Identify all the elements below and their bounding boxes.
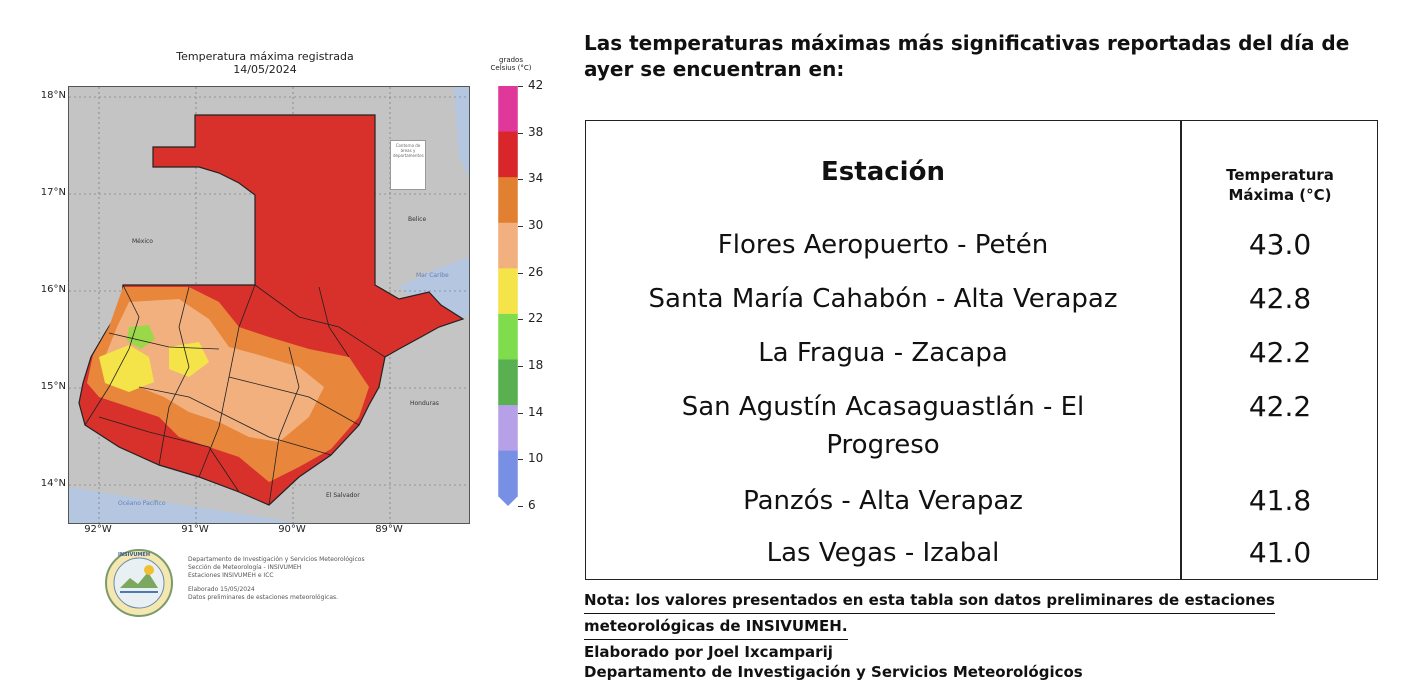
country-label-el-salvador: El Salvador (326, 492, 360, 499)
credits-line5: Datos preliminares de estaciones meteoro… (188, 594, 339, 601)
colorbar-tick-label: 42 (528, 78, 544, 92)
colorbar-tick-label: 34 (528, 171, 544, 186)
note-line1: Nota: los valores presentados en esta ta… (584, 588, 1275, 614)
lat-label-16: 16°N (40, 284, 66, 295)
emblem-text: INSIVUMEH (118, 552, 151, 558)
colorbar-extend-arrow (498, 496, 518, 506)
lat-label-17: 17°N (40, 187, 66, 198)
colorbar-title: grados Celsius (°C) (486, 56, 536, 72)
map-legend-note: Contorno de áreas y departamentos (390, 140, 426, 190)
temperature-map-panel: Temperatura máxima registrada 14/05/2024 (0, 0, 560, 688)
highlands-light-orange (105, 299, 324, 442)
station-name: Flores Aeropuerto - Petén (717, 230, 1049, 260)
headline: Las temperaturas máximas más significati… (584, 31, 1350, 81)
colorbar-tick-label: 26 (528, 264, 544, 279)
station-temperature: 42.2 (1248, 336, 1312, 369)
note-line2: meteorológicas de INSIVUMEH. (584, 614, 848, 640)
station-temperature: 41.0 (1248, 536, 1312, 569)
label-caribbean: Mar Caribe (416, 272, 449, 279)
colorbar-tick-label: 30 (528, 218, 544, 232)
station-temperature: 41.8 (1248, 484, 1312, 517)
colorbar-tick-label: 38 (528, 124, 544, 139)
lat-label-15: 15°N (40, 381, 66, 392)
table-column-divider (1180, 121, 1182, 579)
map-date: 14/05/2024 (233, 63, 297, 76)
header-temp-line2: Máxima (°C) (1228, 186, 1332, 204)
map-title: Temperatura máxima registrada 14/05/2024 (140, 50, 390, 76)
colorbar-tick-mark (518, 272, 523, 274)
header-station: Estación (821, 157, 945, 187)
colorbar-segment (498, 450, 518, 497)
colorbar-segment (498, 359, 518, 406)
colorbar-tick-label: 10 (528, 451, 544, 466)
colorbar-tick-label: 18 (528, 358, 544, 372)
lon-label-91: 91°W (181, 524, 209, 535)
credits-line3: Estaciones INSIVUMEH e ICC (188, 572, 274, 579)
station-name: Las Vegas - Izabal (766, 538, 1000, 568)
author-credit: Elaborado por Joel Ixcamparij Departamen… (584, 642, 1374, 682)
credits-line1: Departamento de Investigación y Servicio… (188, 556, 365, 563)
colorbar-tick-label: 22 (528, 311, 544, 326)
colorbar-segment (498, 177, 518, 224)
colorbar-tick-mark (518, 412, 523, 414)
credits-line2: Sección de Meteorología - INSIVUMEH (188, 564, 302, 571)
header-temp-line1: Temperatura (1226, 166, 1334, 184)
department-line: Departamento de Investigación y Servicio… (584, 663, 1083, 681)
highlands-green (127, 325, 155, 349)
credits-line4: Elaborado 15/05/2024 (188, 586, 255, 593)
colorbar (498, 86, 518, 506)
colorbar-segment (498, 222, 518, 269)
map-svg (69, 87, 469, 523)
station-name: Santa María Cahabón - Alta Verapaz (648, 284, 1118, 314)
station-name: La Fragua - Zacapa (758, 338, 1008, 368)
map-credits: Departamento de Investigación y Servicio… (188, 556, 448, 602)
colorbar-tick-mark (518, 86, 523, 87)
colorbar-tick-label: 14 (528, 404, 544, 419)
colorbar-tick-mark (518, 506, 523, 507)
lon-label-92: 92°W (84, 524, 112, 535)
caribbean-area (399, 257, 469, 317)
colorbar-tick-label: 6 (528, 498, 536, 512)
country-label-honduras: Honduras (410, 400, 439, 407)
caribbean-north-area (454, 87, 469, 177)
colorbar-tick-mark (518, 319, 523, 321)
colorbar-segment (498, 313, 518, 360)
lat-label-14: 14°N (40, 478, 66, 489)
highlands-yellow-2 (169, 342, 209, 377)
colorbar-segment (498, 405, 518, 452)
lon-label-89: 89°W (375, 524, 403, 535)
station-temperature: 43.0 (1248, 228, 1312, 261)
colorbar-tick-mark (518, 132, 523, 134)
country-label-mexico: México (132, 238, 153, 245)
station-temperature: 42.8 (1248, 282, 1312, 315)
colorbar-title-line1: grados (499, 56, 523, 64)
station-name: Panzós - Alta Verapaz (743, 486, 1023, 516)
colorbar-segment (498, 131, 518, 178)
colorbar-tick-mark (518, 459, 523, 461)
label-pacific-ocean: Océano Pacífico (118, 500, 166, 507)
colorbar-tick-mark (518, 226, 523, 227)
colorbar-title-line2: Celsius (°C) (490, 64, 532, 72)
station-name: San Agustín Acasaguastlán - El (681, 392, 1085, 422)
author-line: Elaborado por Joel Ixcamparij (584, 643, 833, 661)
table-note: Nota: los valores presentados en esta ta… (584, 588, 1374, 640)
department-borders (84, 284, 386, 506)
station-name-continued: Progreso (826, 430, 940, 460)
country-label-belize: Belice (408, 216, 427, 223)
lat-label-18: 18°N (40, 90, 66, 101)
colorbar-tick-mark (518, 366, 523, 367)
lon-label-90: 90°W (278, 524, 306, 535)
station-temperature: 42.2 (1248, 390, 1312, 423)
map-title-text: Temperatura máxima registrada (176, 50, 354, 63)
colorbar-segment (498, 86, 518, 133)
insivumeh-emblem (105, 549, 173, 617)
header-temperature: Temperatura Máxima (°C) (1182, 165, 1378, 205)
colorbar-tick-mark (518, 179, 523, 181)
pacific-ocean-area (69, 487, 299, 523)
colorbar-segment (498, 268, 518, 315)
station-temperature-table: Estación Temperatura Máxima (°C) Flores … (585, 120, 1378, 580)
